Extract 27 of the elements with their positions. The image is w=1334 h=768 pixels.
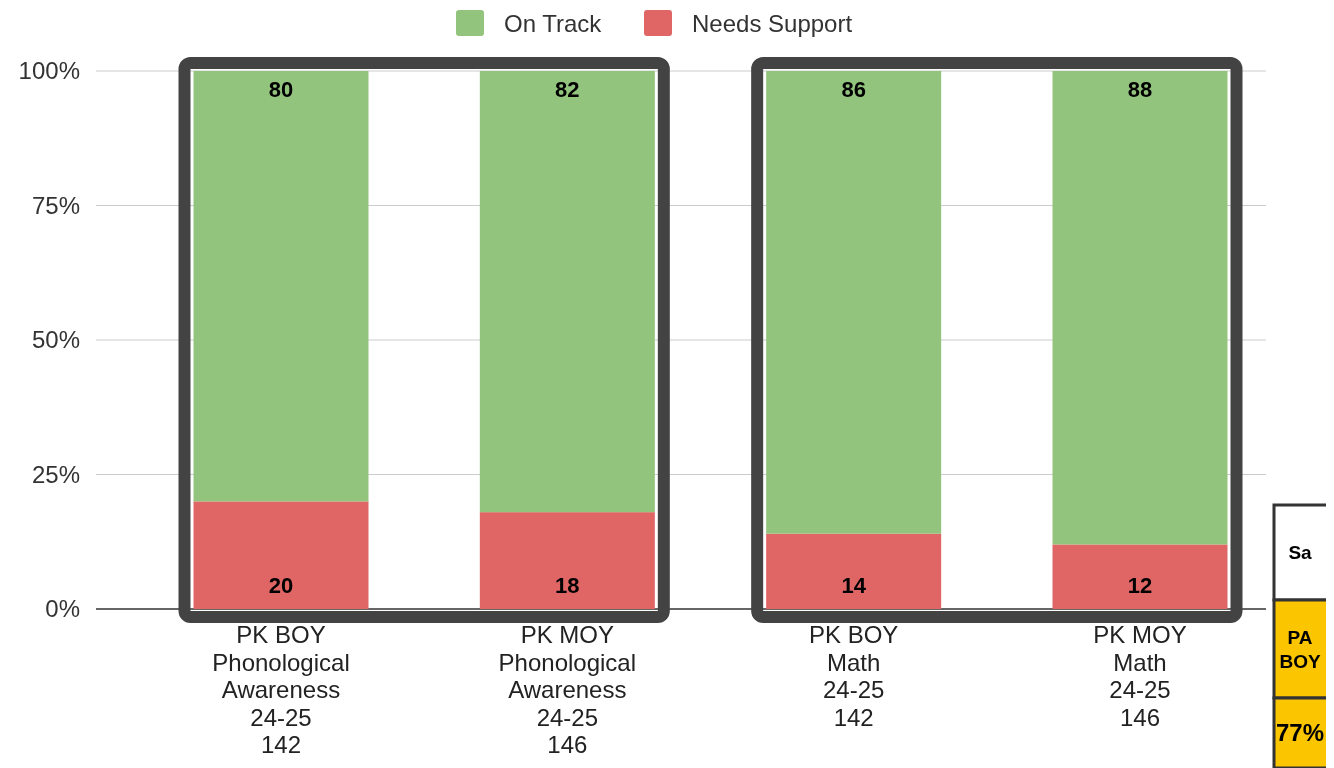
data-label: 12 <box>1127 573 1153 598</box>
y-tick-label: 50% <box>31 326 80 354</box>
bar <box>766 533 942 609</box>
y-tick-label: 25% <box>31 460 80 488</box>
x-tick-label: PK BOY Phonological Awareness 24-25 142 <box>212 621 350 758</box>
x-tick-label: PK MOY Math 24-25 146 <box>1093 621 1187 731</box>
text: 77% <box>1275 719 1325 747</box>
text: Sa <box>1288 542 1313 564</box>
data-label: 86 <box>841 77 866 102</box>
y-tick-label: 100% <box>18 57 80 85</box>
bar <box>193 71 369 502</box>
data-label: 80 <box>268 77 294 102</box>
data-label: 20 <box>268 573 294 598</box>
x-tick-label: PK BOY Math 24-25 142 <box>808 621 899 731</box>
legend-label: On Track <box>504 10 603 37</box>
bar <box>479 512 655 609</box>
x-tick-label: PK MOY Phonological Awareness 24-25 146 <box>498 621 637 758</box>
text: PA BOY <box>1279 626 1321 672</box>
data-label: 88 <box>1127 77 1153 102</box>
data-label: 82 <box>555 77 580 102</box>
data-label: 14 <box>841 573 867 598</box>
y-tick-label: 75% <box>31 191 80 219</box>
bar <box>1052 544 1228 609</box>
legend-label: Needs Support <box>692 10 853 37</box>
y-tick-label: 0% <box>45 595 80 623</box>
data-label: 18 <box>555 573 580 598</box>
bar <box>193 501 369 609</box>
